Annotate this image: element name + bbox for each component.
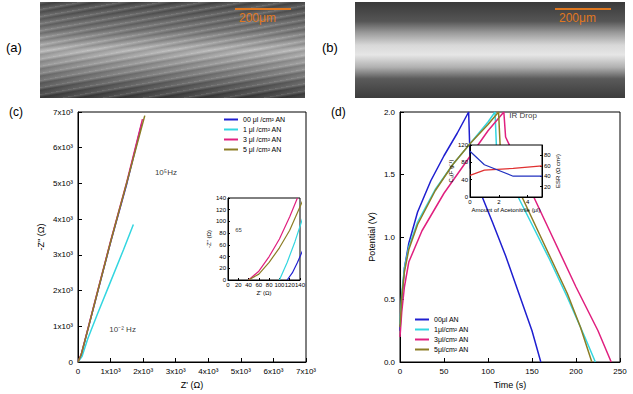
svg-text:0.5: 0.5 xyxy=(384,295,396,304)
svg-text:100: 100 xyxy=(481,367,495,376)
svg-text:2x10³: 2x10³ xyxy=(53,286,73,295)
svg-text:Z' (Ω): Z' (Ω) xyxy=(257,290,272,296)
svg-text:Z' (Ω): Z' (Ω) xyxy=(181,380,203,390)
svg-text:140: 140 xyxy=(216,195,227,201)
svg-text:6x10³: 6x10³ xyxy=(53,143,73,152)
svg-text:200: 200 xyxy=(569,367,583,376)
svg-text:00 μl /cm² AN: 00 μl /cm² AN xyxy=(243,116,285,124)
svg-text:40: 40 xyxy=(245,282,252,288)
svg-text:4x10³: 4x10³ xyxy=(198,367,218,376)
svg-text:2.0: 2.0 xyxy=(384,108,396,117)
svg-text:1x10³: 1x10³ xyxy=(53,322,73,331)
svg-text:100: 100 xyxy=(274,282,285,288)
svg-text:60: 60 xyxy=(256,282,263,288)
svg-text:60: 60 xyxy=(219,242,226,248)
svg-text:1μl/cm² AN: 1μl/cm² AN xyxy=(434,326,468,334)
svg-text:50: 50 xyxy=(440,367,449,376)
svg-text:Amount of Acetonitrile (μl): Amount of Acetonitrile (μl) xyxy=(472,207,541,213)
html-text:(a): (a) xyxy=(6,40,22,55)
svg-text:3μl/cm² AN: 3μl/cm² AN xyxy=(434,336,468,344)
svg-text:140: 140 xyxy=(295,282,306,288)
svg-text:2: 2 xyxy=(497,199,501,205)
svg-text:1x10³: 1x10³ xyxy=(101,367,121,376)
svg-text:0: 0 xyxy=(222,277,226,283)
svg-text:20: 20 xyxy=(544,184,551,190)
svg-text:5μl/cm² AN: 5μl/cm² AN xyxy=(434,346,468,354)
svg-text:120: 120 xyxy=(458,142,469,148)
svg-text:60: 60 xyxy=(544,163,551,169)
html-text:(b): (b) xyxy=(322,40,338,55)
svg-text:0: 0 xyxy=(69,358,74,367)
svg-text:5 μl /cm² AN: 5 μl /cm² AN xyxy=(243,146,281,154)
svg-text:40: 40 xyxy=(461,177,468,183)
svg-text:1.0: 1.0 xyxy=(384,233,396,242)
svg-text:20: 20 xyxy=(235,282,242,288)
svg-text:0: 0 xyxy=(398,367,403,376)
svg-text:5x10³: 5x10³ xyxy=(53,179,73,188)
svg-text:40: 40 xyxy=(219,254,226,260)
svg-text:7x10³: 7x10³ xyxy=(53,108,73,117)
svg-text:80: 80 xyxy=(544,152,551,158)
html-text:200μm: 200μm xyxy=(559,11,596,25)
svg-text:3x10³: 3x10³ xyxy=(53,250,73,259)
svg-text:20: 20 xyxy=(219,265,226,271)
svg-text:6x10³: 6x10³ xyxy=(263,367,283,376)
svg-text:3x10³: 3x10³ xyxy=(166,367,186,376)
svg-text:0: 0 xyxy=(464,194,468,200)
svg-text:-Z'' (Ω): -Z'' (Ω) xyxy=(206,230,212,248)
svg-text:10⁻² Hz: 10⁻² Hz xyxy=(109,325,136,334)
svg-text:1 μl /cm² AN: 1 μl /cm² AN xyxy=(243,126,281,134)
svg-text:80: 80 xyxy=(266,282,273,288)
svg-text:100: 100 xyxy=(216,218,227,224)
svg-text:IR Drop: IR Drop xyxy=(509,111,537,120)
svg-text:Potential (V): Potential (V) xyxy=(367,212,377,262)
svg-text:0: 0 xyxy=(468,199,472,205)
svg-text:0: 0 xyxy=(76,367,81,376)
svg-text:00μl AN: 00μl AN xyxy=(434,316,459,324)
svg-text:Time (s): Time (s) xyxy=(494,380,527,390)
svg-text:5x10³: 5x10³ xyxy=(231,367,251,376)
svg-text:1.5: 1.5 xyxy=(384,170,396,179)
svg-text:4x10³: 4x10³ xyxy=(53,215,73,224)
svg-text:150: 150 xyxy=(525,367,539,376)
svg-text:7x10³: 7x10³ xyxy=(296,367,316,376)
svg-text:120: 120 xyxy=(285,282,296,288)
svg-text:80: 80 xyxy=(461,159,468,165)
svg-text:2x10³: 2x10³ xyxy=(133,367,153,376)
svg-text:3 μl /cm² AN: 3 μl /cm² AN xyxy=(243,136,281,144)
svg-text:40: 40 xyxy=(544,173,551,179)
svg-text:(d): (d) xyxy=(331,105,346,119)
svg-text:10⁵Hz: 10⁵Hz xyxy=(155,168,177,177)
html-text:200μm: 200μm xyxy=(239,11,276,25)
svg-text:4: 4 xyxy=(526,199,530,205)
svg-text:250: 250 xyxy=(613,367,627,376)
svg-text:0: 0 xyxy=(226,282,230,288)
svg-text:0.0: 0.0 xyxy=(384,358,396,367)
svg-text:80: 80 xyxy=(219,230,226,236)
svg-text:120: 120 xyxy=(216,207,227,213)
svg-text:ESR (Ω cm²): ESR (Ω cm²) xyxy=(555,154,561,188)
svg-text:Cₛ(F g⁻¹): Cₛ(F g⁻¹) xyxy=(448,160,454,183)
svg-text:(c): (c) xyxy=(9,105,23,119)
svg-text:-Z'' (Ω): -Z'' (Ω) xyxy=(36,223,46,250)
svg-text:65: 65 xyxy=(235,227,242,233)
